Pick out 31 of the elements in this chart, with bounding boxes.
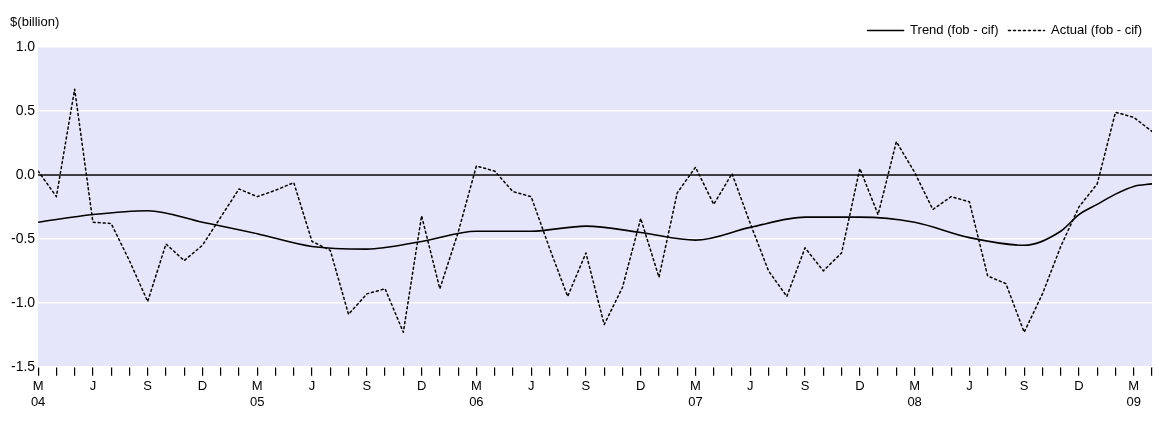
legend-label: Actual (fob - cif) <box>1050 22 1143 38</box>
y-tick-label: -1.5 <box>11 357 36 374</box>
x-tick-label: M 08 <box>907 378 922 409</box>
x-tick-label: S <box>362 378 372 394</box>
x-tick-label: D <box>416 378 427 394</box>
x-tick-label: M 09 <box>1126 378 1141 409</box>
x-tick-label: D <box>197 378 208 394</box>
x-tick-label: J <box>89 378 97 394</box>
x-tick-label: D <box>855 378 865 394</box>
x-tick-label: J <box>527 378 535 394</box>
x-tick-label: S <box>800 378 810 394</box>
legend-label: Trend (fob - cif) <box>910 22 999 38</box>
x-tick-label: M 04 <box>30 378 46 409</box>
x-tick-label: S <box>1019 378 1029 394</box>
line-series <box>38 88 1152 334</box>
x-tick-label: J <box>966 378 973 394</box>
x-tick-label: J <box>308 378 316 394</box>
x-tick-label: M 05 <box>250 378 265 409</box>
y-tick-label: -1.0 <box>11 293 36 310</box>
x-tick-label: S <box>581 378 591 394</box>
x-tick-label: M 06 <box>469 378 484 409</box>
x-tick-label: M 07 <box>688 378 703 409</box>
y-tick-label: 0.5 <box>15 101 36 118</box>
y-axis-title: $(billion) <box>10 14 60 30</box>
x-tick-label: D <box>1074 378 1084 394</box>
x-tick-label: J <box>747 378 754 394</box>
x-tick-label: S <box>143 378 153 394</box>
x-tick-label: D <box>636 378 646 394</box>
y-tick-label: -0.5 <box>11 229 36 246</box>
y-tick-label: 0.0 <box>15 165 36 182</box>
y-tick-label: 1.0 <box>15 37 36 54</box>
